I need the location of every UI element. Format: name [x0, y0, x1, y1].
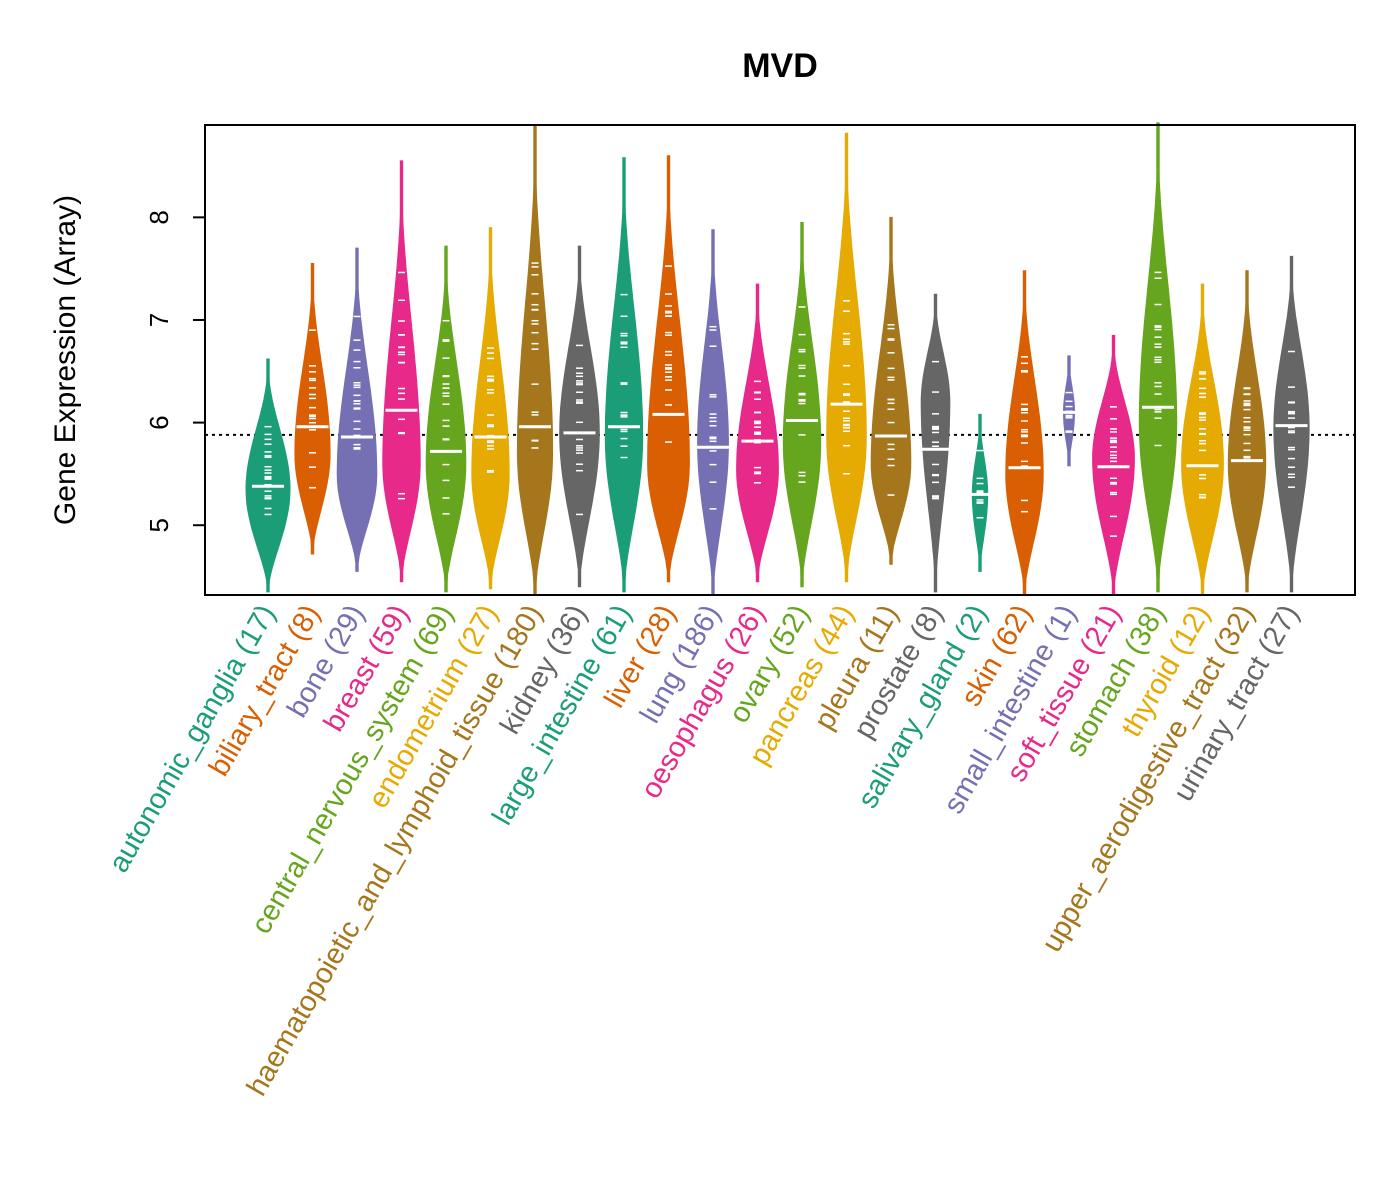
violin-14: [870, 216, 912, 565]
violin-3: [382, 160, 421, 583]
violin-6: [516, 124, 554, 596]
y-tick-label: 6: [144, 415, 174, 429]
violins-group: [245, 122, 1310, 596]
y-tick-label: 5: [144, 518, 174, 532]
violin-21: [1181, 283, 1224, 596]
violin-20: [1138, 122, 1178, 593]
violin-4: [425, 245, 467, 593]
violin-0: [245, 358, 291, 593]
y-axis: 5 6 7 8: [144, 210, 205, 532]
y-axis-label: Gene Expression (Array): [49, 195, 82, 525]
violin-22: [1227, 270, 1267, 593]
violin-18: [1053, 355, 1085, 467]
violin-1: [294, 263, 331, 555]
y-tick-label: 8: [144, 210, 174, 224]
violin-15: [919, 293, 952, 593]
violin-2: [336, 247, 378, 572]
violin-19: [1092, 334, 1135, 596]
violin-23: [1273, 255, 1310, 593]
violin-11: [736, 283, 779, 583]
x-axis-labels: autonomic_ganglia (17)biliary_tract (8)b…: [103, 600, 1306, 1102]
chart-title: MVD: [742, 47, 818, 85]
violin-16: [964, 413, 996, 572]
violin-5: [471, 227, 510, 590]
plot-frame: [204, 124, 1356, 596]
y-tick-label: 7: [144, 313, 174, 327]
violin-9: [647, 155, 690, 583]
violin-10: [697, 229, 729, 596]
violin-7: [559, 245, 600, 588]
violin-8: [604, 157, 644, 593]
violin-13: [826, 132, 867, 583]
violin-12: [782, 222, 822, 588]
violin-17: [1005, 270, 1044, 596]
